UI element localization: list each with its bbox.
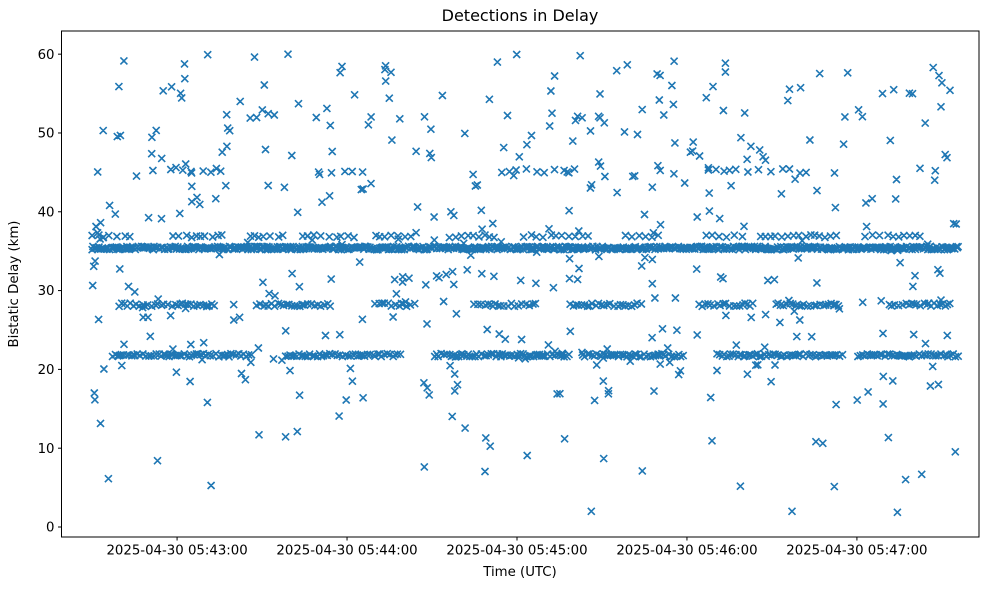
x-tick-label: 2025-04-30 05:43:00	[106, 544, 247, 559]
y-axis-label: Bistatic Delay (km)	[7, 221, 22, 348]
y-tick-label: 40	[38, 205, 55, 220]
x-tick-label: 2025-04-30 05:45:00	[446, 544, 587, 559]
axes-spines	[61, 30, 980, 538]
x-tick-label: 2025-04-30 05:47:00	[786, 544, 927, 559]
scatter-markers	[88, 50, 963, 517]
y-tick-label: 30	[38, 284, 55, 299]
y-tick-label: 20	[38, 363, 55, 378]
y-tick-label: 0	[46, 521, 54, 536]
y-tick-label: 60	[38, 48, 55, 63]
chart-title: Detections in Delay	[441, 6, 599, 25]
x-tick-label: 2025-04-30 05:46:00	[616, 544, 757, 559]
y-tick-label: 50	[38, 127, 55, 142]
y-tick-label: 10	[38, 442, 55, 457]
x-tick-label: 2025-04-30 05:44:00	[276, 544, 417, 559]
x-axis-label: Time (UTC)	[483, 565, 557, 580]
